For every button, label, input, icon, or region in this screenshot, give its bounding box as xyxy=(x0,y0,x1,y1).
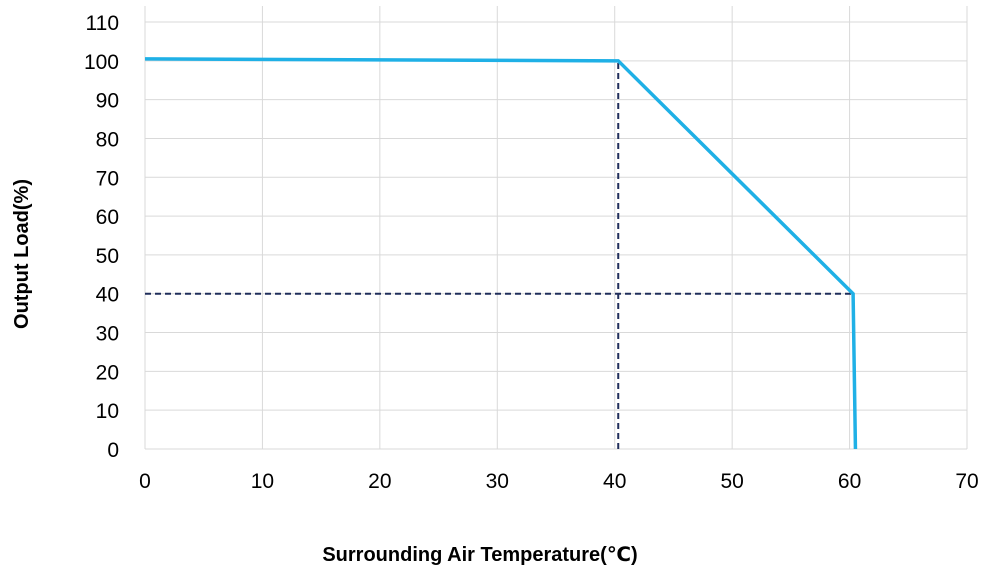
series-layer xyxy=(144,57,858,450)
series-line xyxy=(144,57,858,450)
x-tick-label: 30 xyxy=(486,470,509,493)
y-tick-label: 110 xyxy=(86,12,119,35)
x-tick-label: 20 xyxy=(368,470,391,493)
x-tick-label: 40 xyxy=(603,470,626,493)
y-tick-label: 90 xyxy=(96,90,119,113)
reference-lines xyxy=(145,60,854,449)
y-tick-label: 40 xyxy=(96,284,119,307)
y-tick-label: 30 xyxy=(96,323,119,346)
y-tick-label: 20 xyxy=(96,361,119,384)
x-tick-label: 50 xyxy=(720,470,743,493)
y-tick-labels: 0 10 20 30 40 50 60 70 80 90 100 110 xyxy=(84,12,119,462)
y-tick-label: 100 xyxy=(84,51,119,74)
y-tick-label: 10 xyxy=(96,400,119,423)
x-tick-labels: 0 10 20 30 40 50 60 70 xyxy=(139,470,979,493)
y-tick-label: 70 xyxy=(96,167,119,190)
x-tick-label: 60 xyxy=(838,470,861,493)
y-tick-label: 0 xyxy=(107,439,119,462)
x-tick-label: 70 xyxy=(955,470,978,493)
x-tick-label: 10 xyxy=(251,470,274,493)
y-tick-label: 50 xyxy=(96,245,119,268)
y-tick-label: 60 xyxy=(96,206,119,229)
y-tick-label: 80 xyxy=(96,128,119,151)
grid-layer xyxy=(144,6,968,450)
y-axis-title: Output Load(%) xyxy=(11,179,33,329)
x-tick-label: 0 xyxy=(139,470,151,493)
x-axis-title: Surrounding Air Temperature(℃) xyxy=(322,544,637,566)
